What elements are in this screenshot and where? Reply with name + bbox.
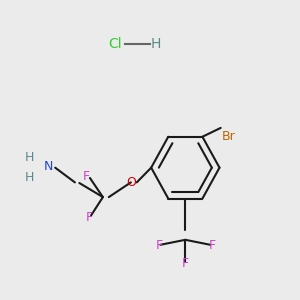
Text: N: N (44, 160, 53, 173)
Text: F: F (83, 170, 90, 183)
Text: F: F (182, 257, 189, 270)
Text: O: O (126, 176, 136, 189)
Text: F: F (208, 239, 215, 252)
Text: Cl: Cl (108, 37, 122, 51)
Text: F: F (86, 211, 93, 224)
Text: F: F (155, 239, 162, 252)
Text: H: H (25, 151, 34, 164)
Text: Br: Br (222, 130, 236, 143)
Text: H: H (151, 37, 161, 51)
Text: H: H (25, 171, 34, 184)
